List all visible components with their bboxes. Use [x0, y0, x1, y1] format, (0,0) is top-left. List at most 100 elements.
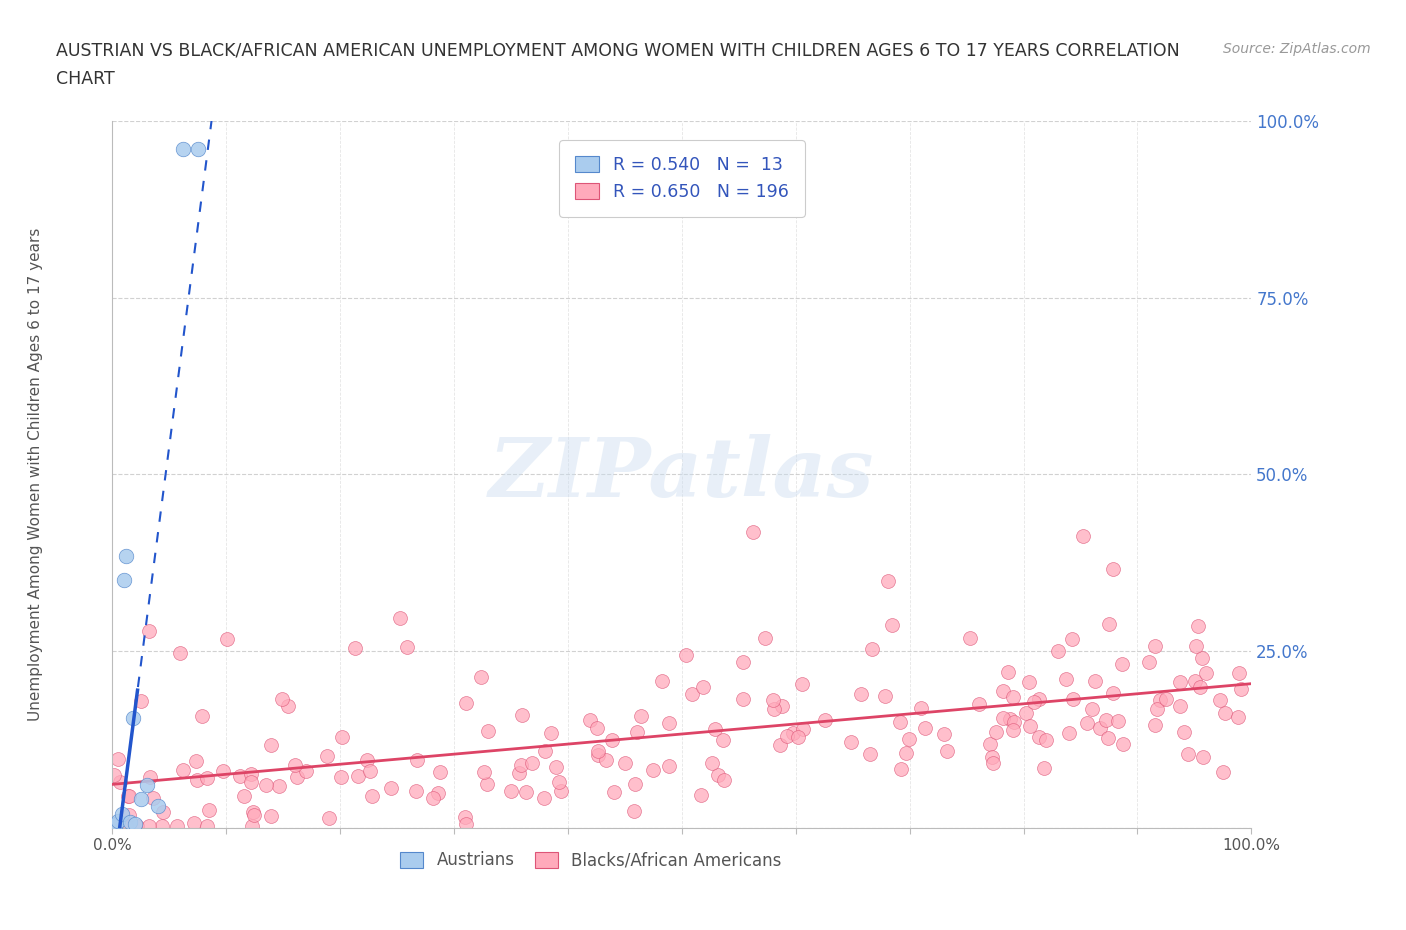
Point — [1146, 701, 1168, 716]
Point — [359, 764, 381, 778]
Point — [267, 778, 290, 793]
Point — [993, 711, 1015, 725]
Point — [110, 806, 132, 821]
Point — [454, 696, 477, 711]
Point — [1022, 695, 1045, 710]
Point — [233, 789, 256, 804]
Point — [1137, 655, 1160, 670]
Point — [115, 548, 138, 563]
Point — [658, 716, 681, 731]
Point — [1144, 718, 1167, 733]
Point — [1028, 729, 1050, 744]
Point — [1209, 693, 1232, 708]
Point — [347, 769, 370, 784]
Point — [330, 730, 353, 745]
Point — [1028, 691, 1050, 706]
Point — [1111, 657, 1133, 671]
Point — [125, 818, 148, 833]
Point — [389, 610, 412, 625]
Point — [586, 743, 609, 758]
Point — [967, 696, 990, 711]
Point — [623, 804, 645, 818]
Point — [114, 818, 136, 833]
Point — [595, 752, 617, 767]
Point — [1230, 682, 1253, 697]
Point — [711, 733, 734, 748]
Point — [1168, 698, 1191, 713]
Point — [980, 750, 1002, 764]
Point — [1191, 750, 1213, 764]
Point — [122, 711, 145, 725]
Point — [285, 769, 308, 784]
Point — [932, 727, 955, 742]
Point — [1062, 631, 1084, 646]
Point — [579, 712, 602, 727]
Point — [959, 631, 981, 645]
Point — [614, 756, 637, 771]
Point — [117, 789, 139, 804]
Point — [1227, 666, 1250, 681]
Point — [1184, 674, 1206, 689]
Point — [240, 767, 263, 782]
Point — [548, 775, 571, 790]
Point — [118, 789, 141, 804]
Point — [991, 684, 1014, 698]
Point — [875, 689, 897, 704]
Point — [239, 774, 262, 789]
Point — [876, 574, 898, 589]
Point — [898, 731, 921, 746]
Point — [380, 781, 402, 796]
Point — [124, 817, 146, 831]
Legend: Austrians, Blacks/African Americans: Austrians, Blacks/African Americans — [389, 842, 792, 880]
Point — [624, 777, 647, 791]
Point — [118, 807, 141, 822]
Point — [776, 729, 799, 744]
Point — [453, 810, 475, 825]
Point — [501, 784, 523, 799]
Point — [1018, 719, 1040, 734]
Point — [1177, 746, 1199, 761]
Point — [1046, 644, 1069, 658]
Point — [1062, 691, 1084, 706]
Point — [910, 701, 932, 716]
Point — [191, 709, 214, 724]
Point — [135, 777, 157, 792]
Point — [1112, 737, 1135, 751]
Point — [243, 807, 266, 822]
Point — [1173, 724, 1195, 739]
Point — [849, 686, 872, 701]
Point — [986, 724, 1008, 739]
Point — [1001, 689, 1024, 704]
Point — [859, 747, 882, 762]
Point — [361, 789, 384, 804]
Point — [477, 777, 499, 791]
Point — [741, 525, 763, 539]
Point — [769, 737, 792, 752]
Text: AUSTRIAN VS BLACK/AFRICAN AMERICAN UNEMPLOYMENT AMONG WOMEN WITH CHILDREN AGES 6: AUSTRIAN VS BLACK/AFRICAN AMERICAN UNEMP… — [56, 42, 1180, 60]
Point — [211, 764, 233, 778]
Point — [998, 711, 1021, 726]
Point — [522, 756, 544, 771]
Point — [707, 767, 730, 782]
Point — [270, 692, 292, 707]
Point — [1076, 716, 1098, 731]
Point — [1184, 639, 1206, 654]
Point — [1154, 692, 1177, 707]
Point — [1149, 692, 1171, 707]
Point — [689, 788, 711, 803]
Text: ZIPatlas: ZIPatlas — [489, 434, 875, 514]
Point — [406, 752, 429, 767]
Point — [704, 722, 727, 737]
Point — [166, 818, 188, 833]
Point — [1057, 725, 1080, 740]
Point — [731, 655, 754, 670]
Point — [792, 677, 814, 692]
Point — [1195, 666, 1218, 681]
Point — [184, 753, 207, 768]
Point — [894, 745, 917, 760]
Point — [841, 735, 863, 750]
Point — [229, 769, 252, 784]
Point — [882, 618, 904, 632]
Point — [533, 743, 555, 758]
Point — [142, 790, 165, 805]
